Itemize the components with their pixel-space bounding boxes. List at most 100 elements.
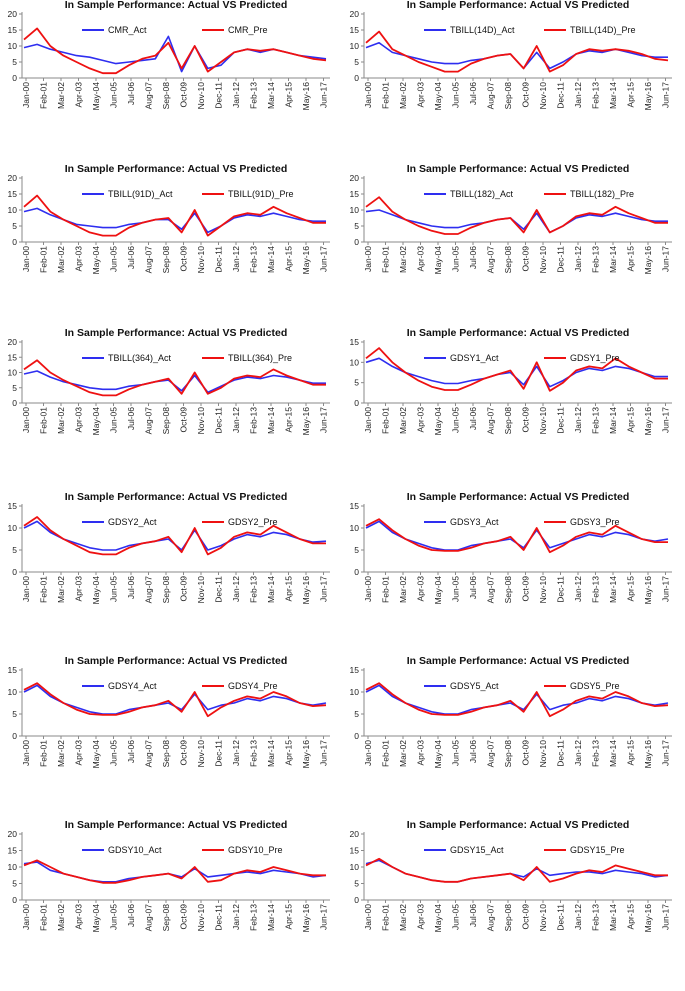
x-tick-label: Feb-01 [381,82,391,109]
chart-title: In Sample Performance: Actual VS Predict… [407,655,630,667]
y-tick-label: 10 [8,41,18,51]
x-tick-label: Jun-05 [451,407,461,433]
chart-panel: In Sample Performance: Actual VS Predict… [342,163,684,328]
x-tick-label: Jun-17 [661,246,671,272]
x-tick-label: Jun-05 [109,904,119,930]
chart-panel: In Sample Performance: Actual VS Predict… [0,327,342,492]
x-tick-label: Apr-03 [74,246,84,272]
x-tick-label: Apr-15 [626,904,636,930]
x-tick-label: Sep-08 [503,576,513,604]
x-tick-label: Aug-07 [486,407,496,435]
x-tick-label: Sep-08 [503,246,513,274]
series-line-actual [365,41,668,70]
x-tick-label: Feb-01 [39,904,49,931]
x-tick-label: Jul-06 [126,82,136,105]
x-tick-label: Feb-01 [39,740,49,767]
x-tick-label: May-04 [433,246,443,275]
x-tick-label: Mar-02 [398,740,408,767]
x-tick-label: Jun-05 [451,576,461,602]
x-tick-label: Jan-00 [363,740,373,766]
y-tick-label: 15 [8,25,18,35]
x-tick-label: Feb-01 [39,407,49,434]
y-tick-label: 5 [12,545,17,555]
x-tick-label: Jul-06 [126,740,136,763]
x-tick-label: Jun-17 [319,904,329,930]
x-tick-label: Nov-10 [196,246,206,274]
x-tick-label: Mar-02 [398,407,408,434]
x-tick-label: Nov-10 [538,904,548,932]
x-tick-label: Jun-17 [319,740,329,766]
y-tick-label: 15 [8,189,18,199]
y-tick-label: 0 [12,73,17,83]
x-tick-label: Mar-14 [608,246,618,273]
chart-svg: In Sample Performance: Actual VS Predict… [350,491,672,604]
y-tick-label: 0 [354,567,359,577]
x-tick-label: Nov-10 [196,407,206,435]
x-tick-label: Jan-12 [231,740,241,766]
x-tick-label: Sep-08 [503,740,513,768]
legend-label-predicted: GDSY10_Pre [228,845,283,855]
legend-label-predicted: TBILL(182)_Pre [570,189,634,199]
x-tick-label: Dec-11 [556,740,566,767]
x-tick-label: Feb-13 [249,407,259,434]
y-tick-label: 20 [350,829,360,839]
x-tick-label: Jan-00 [363,82,373,108]
x-tick-label: May-16 [301,246,311,275]
x-tick-label: May-04 [91,407,101,436]
chart-panel: In Sample Performance: Actual VS Predict… [0,163,342,328]
x-tick-label: Jul-06 [468,82,478,105]
x-tick-label: Feb-13 [591,740,601,767]
x-tick-label: Nov-10 [538,740,548,768]
x-tick-label: Apr-03 [416,82,426,108]
x-tick-label: Feb-01 [381,576,391,603]
x-tick-label: Oct-09 [179,82,189,108]
chart-panel: In Sample Performance: Actual VS Predict… [342,819,684,984]
x-tick-label: Jan-00 [21,576,31,602]
x-tick-label: Mar-02 [56,407,66,434]
series-line-predicted [23,682,327,718]
x-tick-label: Feb-01 [39,82,49,109]
x-tick-label: May-16 [643,246,653,275]
x-tick-label: Nov-10 [538,407,548,435]
y-tick-label: 0 [12,237,17,247]
x-tick-label: Jul-06 [468,246,478,269]
x-tick-label: Jun-17 [319,82,329,108]
x-tick-label: Jan-12 [573,740,583,766]
chart-title: In Sample Performance: Actual VS Predict… [407,163,630,175]
x-tick-label: Jan-12 [231,82,241,108]
y-tick-label: 15 [8,846,18,856]
chart-title: In Sample Performance: Actual VS Predict… [407,0,630,11]
chart-svg: In Sample Performance: Actual VS Predict… [8,163,330,275]
x-tick-label: Aug-07 [144,740,154,768]
x-tick-label: Mar-02 [398,246,408,273]
chart-title: In Sample Performance: Actual VS Predict… [65,819,288,831]
x-tick-label: Jul-06 [468,740,478,763]
legend-label-actual: TBILL(182)_Act [450,189,514,199]
series-line-predicted [365,518,668,554]
x-tick-label: Jun-05 [109,82,119,108]
x-tick-label: Aug-07 [486,904,496,932]
y-tick-label: 5 [354,378,359,388]
y-tick-label: 20 [8,173,18,183]
x-tick-label: Sep-08 [161,740,171,768]
x-tick-label: Jun-17 [319,246,329,272]
x-tick-label: Jan-00 [21,246,31,272]
legend-label-predicted: GDSY2_Pre [228,517,278,527]
y-tick-label: 10 [8,687,18,697]
y-tick-label: 20 [8,829,18,839]
legend-label-actual: TBILL(364)_Act [108,353,172,363]
chart-svg: In Sample Performance: Actual VS Predict… [350,819,672,932]
x-tick-label: Aug-07 [144,407,154,435]
chart-title: In Sample Performance: Actual VS Predict… [65,163,288,175]
x-tick-label: Mar-02 [56,740,66,767]
x-tick-label: Feb-01 [381,904,391,931]
x-tick-label: May-04 [91,82,101,111]
x-tick-label: May-16 [301,740,311,769]
x-tick-label: Feb-01 [39,576,49,603]
x-tick-label: Oct-09 [521,407,531,433]
y-tick-label: 20 [350,173,360,183]
y-tick-label: 10 [350,357,360,367]
x-tick-label: Aug-07 [144,576,154,604]
y-tick-label: 10 [8,205,18,215]
x-tick-label: Jun-05 [451,82,461,108]
